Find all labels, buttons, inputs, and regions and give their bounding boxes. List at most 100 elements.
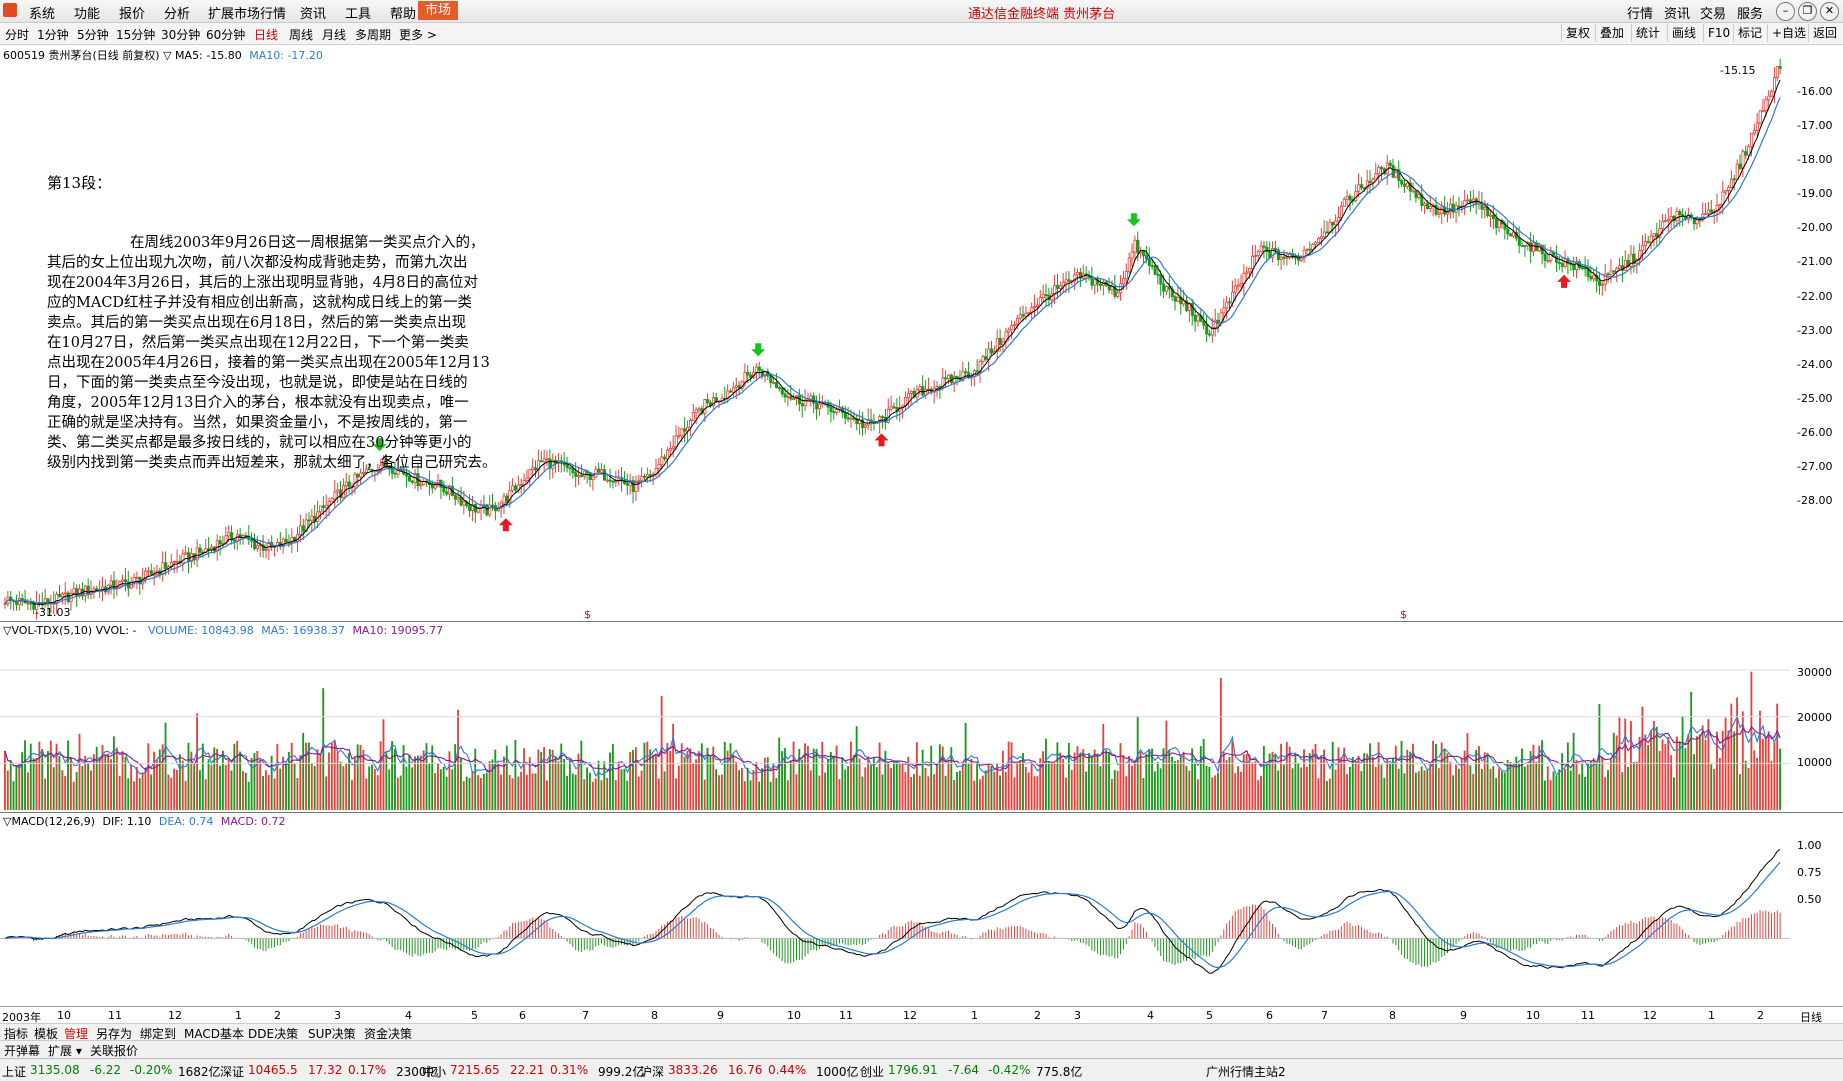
indicator-tab[interactable]: SUP决策 — [308, 1027, 356, 1041]
collapse-icon[interactable]: ▽ — [163, 49, 172, 62]
time-axis-label: 10 — [1526, 1009, 1540, 1022]
mark-button[interactable]: 标记 — [1733, 24, 1766, 42]
extra-tab[interactable]: 关联报价 — [90, 1044, 139, 1058]
period-1min[interactable]: 1分钟 — [37, 28, 69, 42]
restore-icon[interactable]: ❐ — [1798, 2, 1817, 21]
volume-bar — [78, 733, 81, 810]
volume-bar — [207, 759, 210, 810]
macd-histogram — [7, 904, 1781, 967]
candle — [680, 428, 684, 436]
macd-indicator-name[interactable]: ▽MACD(12,26,9) — [3, 815, 96, 828]
market-tab[interactable]: 市场 — [418, 1, 458, 20]
menu-item-system[interactable]: 系统 — [29, 7, 56, 22]
volume-bar — [657, 778, 660, 810]
top-link-news[interactable]: 资讯 — [1664, 7, 1691, 22]
indicator-tab[interactable]: 资金决策 — [364, 1027, 413, 1041]
period-weekly[interactable]: 周线 — [289, 28, 314, 42]
indicator-tab[interactable]: 另存为 — [96, 1027, 133, 1041]
volume-indicator-name[interactable]: ▽VOL-TDX(5,10) VVOL: - — [3, 624, 137, 637]
menu-item-tools[interactable]: 工具 — [345, 7, 372, 22]
stats-button[interactable]: 统计 — [1631, 24, 1664, 42]
candle — [1073, 274, 1077, 282]
menu-item-quote[interactable]: 报价 — [119, 7, 146, 22]
indicator-tab[interactable]: 模板 — [34, 1027, 59, 1041]
period-intraday[interactable]: 分时 — [5, 28, 30, 42]
indicator-tab[interactable]: DDE决策 — [248, 1027, 299, 1041]
top-link-quotes[interactable]: 行情 — [1627, 7, 1654, 22]
volume-bar — [1503, 772, 1506, 810]
volume-bar — [660, 695, 663, 810]
candle — [1360, 184, 1364, 189]
candle — [1196, 315, 1200, 322]
volume-bar — [821, 742, 824, 810]
indicator-tab[interactable]: MACD基本 — [184, 1027, 244, 1041]
volume-bar — [1248, 754, 1251, 810]
extra-tab[interactable]: 扩展 ▾ — [48, 1044, 82, 1058]
volume-bar — [505, 745, 508, 810]
macd-chart[interactable] — [0, 828, 1790, 1006]
period-multi[interactable]: 多周期 — [355, 28, 392, 42]
macd-value: MACD: 0.72 — [220, 815, 286, 828]
volume-bar — [158, 749, 161, 810]
candle — [336, 489, 340, 493]
menu-item-function[interactable]: 功能 — [74, 7, 101, 22]
period-5min[interactable]: 5分钟 — [77, 28, 109, 42]
menu-item-news[interactable]: 资讯 — [300, 7, 327, 22]
volume-bar — [1065, 777, 1067, 810]
period-more[interactable]: 更多 > — [399, 28, 437, 42]
candle — [109, 580, 113, 586]
adjust-button[interactable]: 复权 — [1561, 24, 1594, 42]
candle — [46, 598, 50, 605]
ticker-field: 0.44% — [768, 1063, 807, 1077]
candle — [324, 504, 328, 508]
volume-bar — [1578, 774, 1581, 810]
candle — [1185, 300, 1189, 311]
minimize-icon[interactable]: – — [1776, 2, 1795, 21]
menu-item-extended-market[interactable]: 扩展市场行情 — [208, 7, 287, 22]
candle — [643, 475, 647, 478]
indicator-tab[interactable]: 指标 — [4, 1027, 29, 1041]
extra-tab[interactable]: 开弹幕 — [4, 1044, 41, 1058]
candle — [491, 504, 495, 507]
candle — [175, 560, 179, 563]
volume-bar — [1432, 740, 1435, 810]
panel-divider[interactable] — [0, 621, 1843, 622]
volume-bar — [227, 759, 230, 810]
ticker-field: 7215.65 — [450, 1063, 500, 1077]
time-axis-label: 5 — [1206, 1009, 1213, 1022]
indicator-tab[interactable]: 绑定到 — [140, 1027, 177, 1041]
add-watchlist-button[interactable]: +自选 — [1767, 24, 1810, 42]
period-60min[interactable]: 60分钟 — [206, 28, 246, 42]
price-chart[interactable]: -15.15 -31.03 $ $ — [0, 45, 1790, 620]
overlay-button[interactable]: 叠加 — [1595, 24, 1628, 42]
candle — [1658, 227, 1662, 238]
period-30min[interactable]: 30分钟 — [161, 28, 201, 42]
candle — [1213, 319, 1217, 329]
period-daily[interactable]: 日线 — [254, 28, 279, 42]
volume-bar — [1736, 697, 1738, 810]
menu-item-help[interactable]: 帮助 — [390, 7, 417, 22]
menu-item-analysis[interactable]: 分析 — [164, 7, 191, 22]
back-button[interactable]: 返回 — [1808, 24, 1841, 42]
period-15min[interactable]: 15分钟 — [116, 28, 156, 42]
panel-divider[interactable] — [0, 812, 1843, 813]
volume-chart[interactable] — [0, 638, 1790, 810]
volume-bar — [1082, 749, 1085, 810]
top-link-trade[interactable]: 交易 — [1700, 7, 1727, 22]
top-link-service[interactable]: 服务 — [1737, 7, 1764, 22]
candle — [3, 602, 7, 605]
candle — [921, 386, 925, 396]
candle — [1589, 276, 1593, 280]
close-icon[interactable]: ✕ — [1820, 2, 1839, 21]
candle — [786, 396, 790, 399]
volume-bar — [646, 741, 649, 810]
volume-bar — [1036, 776, 1039, 810]
draw-button[interactable]: 画线 — [1667, 24, 1700, 42]
volume-bar — [1245, 754, 1248, 810]
f10-button[interactable]: F10 — [1703, 24, 1734, 42]
volume-bar — [477, 775, 480, 810]
candle — [1612, 270, 1616, 273]
period-monthly[interactable]: 月线 — [322, 28, 347, 42]
indicator-tab[interactable]: 管理 — [64, 1025, 89, 1042]
server-station[interactable]: 广州行情主站2 — [1206, 1065, 1286, 1079]
